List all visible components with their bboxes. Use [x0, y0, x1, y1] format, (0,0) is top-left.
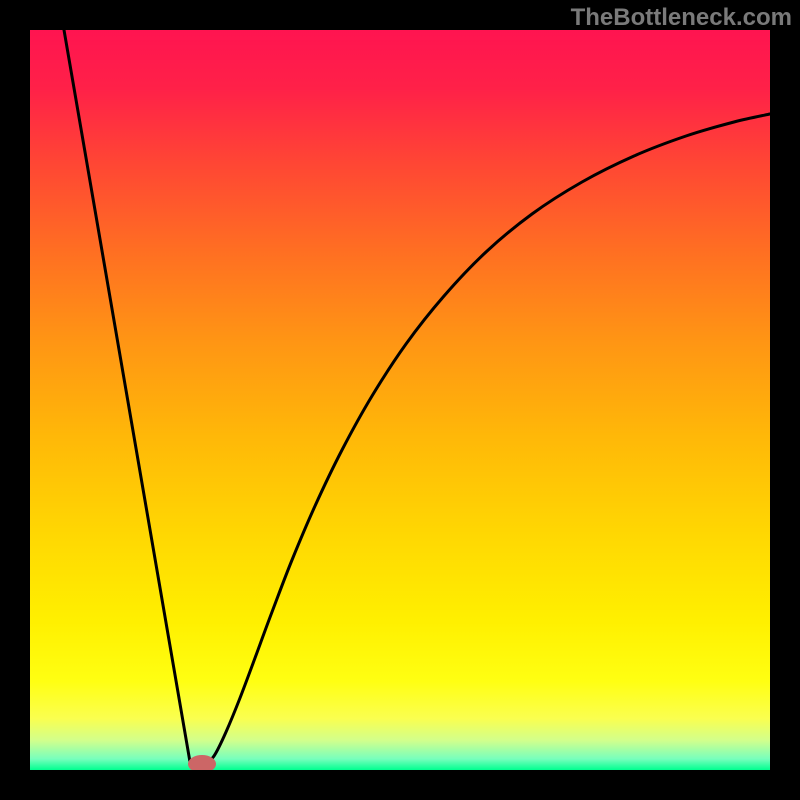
bottleneck-curve [30, 30, 770, 770]
watermark-text: TheBottleneck.com [571, 4, 792, 32]
curve-path [64, 30, 770, 768]
plot-area [30, 30, 770, 770]
